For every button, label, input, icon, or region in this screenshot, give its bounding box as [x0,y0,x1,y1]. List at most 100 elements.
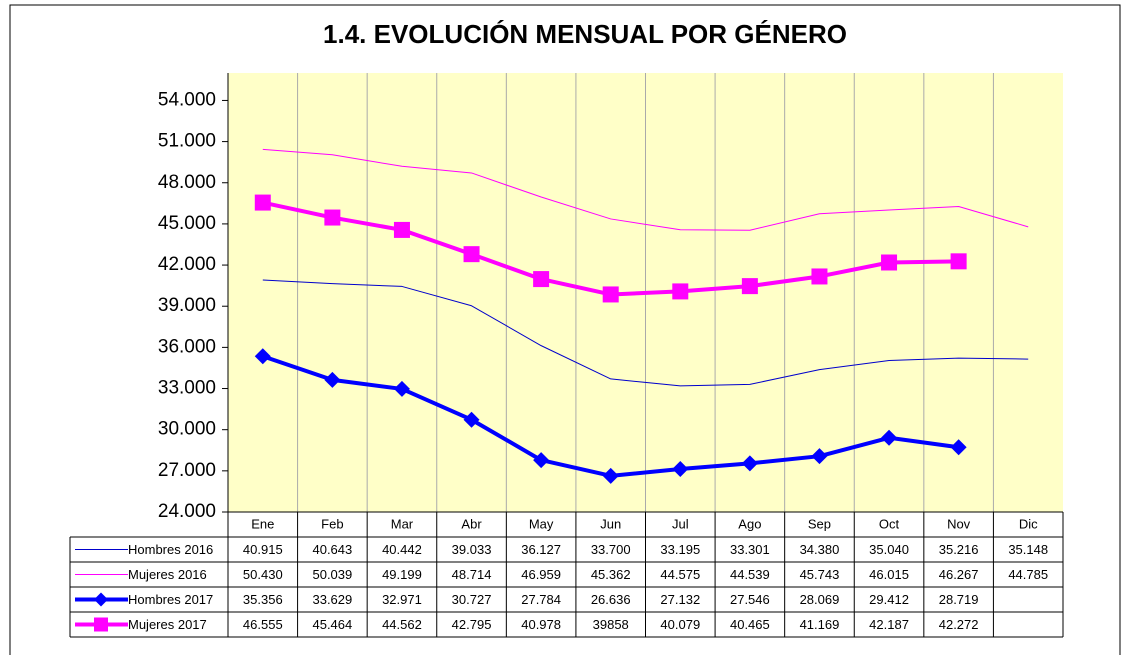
table-value: 50.039 [312,567,352,582]
marker [741,455,758,472]
table-value: 35.356 [243,592,283,607]
y-tick-label: 27.000 [158,460,216,481]
marker [602,286,619,303]
y-tick-label: 33.000 [158,378,216,399]
marker [463,246,480,263]
table-value: 27.546 [730,592,770,607]
x-tick-label: Nov [947,516,971,531]
marker [463,411,480,428]
table-value: 45.464 [312,617,352,632]
y-tick-label: 42.000 [158,254,216,275]
x-tick-label: Abr [461,516,482,531]
table-value: 40.442 [382,542,422,557]
y-tick-label: 36.000 [158,336,216,357]
x-tick-label: Mar [391,516,414,531]
table-value: 42.272 [939,617,979,632]
table-value: 42.187 [869,617,909,632]
marker [393,380,410,397]
table-value: 35.148 [1008,542,1048,557]
series-line [262,148,1029,231]
marker [881,254,898,271]
table-value: 35.040 [869,542,909,557]
series-line [262,279,1029,387]
table-value: 40.465 [730,617,770,632]
table-value: 46.015 [869,567,909,582]
table-value: 45.362 [591,567,631,582]
table-value: 46.267 [939,567,979,582]
marker [811,268,828,285]
x-tick-label: Jun [600,516,621,531]
table-value: 44.562 [382,617,422,632]
chart-title: 1.4. EVOLUCIÓN MENSUAL POR GÉNERO [323,19,847,49]
table-value: 45.743 [800,567,840,582]
table-value: 39.033 [452,542,492,557]
legend-label: Mujeres 2017 [128,617,207,632]
table-value: 48.714 [452,567,492,582]
table-value: 33.301 [730,542,770,557]
marker [254,194,271,211]
table-value: 29.412 [869,592,909,607]
table-value: 40.978 [521,617,561,632]
legend-label: Hombres 2017 [128,592,213,607]
table-value: 33.195 [660,542,700,557]
x-tick-label: Feb [321,516,343,531]
table-value: 35.216 [939,542,979,557]
table-value: 40.079 [660,617,700,632]
marker [324,209,341,226]
marker [602,467,619,484]
marker [533,271,550,288]
table-value: 44.539 [730,567,770,582]
x-tick-label: Jul [672,516,689,531]
legend-label: Hombres 2016 [128,542,213,557]
table-value: 33.700 [591,542,631,557]
table-value: 50.430 [243,567,283,582]
x-tick-label: Dic [1019,516,1038,531]
table-value: 30.727 [452,592,492,607]
x-tick-label: Ago [738,516,761,531]
marker [533,452,550,469]
marker [393,221,410,238]
table-value: 27.132 [660,592,700,607]
marker [811,448,828,465]
y-tick-label: 48.000 [158,172,216,193]
table-value: 27.784 [521,592,561,607]
table-value: 33.629 [312,592,352,607]
table-value: 36.127 [521,542,561,557]
marker [950,253,967,270]
legend-label: Mujeres 2016 [128,567,207,582]
x-tick-label: Oct [879,516,900,531]
y-tick-label: 51.000 [158,131,216,152]
marker [672,283,689,300]
table-value: 41.169 [800,617,840,632]
table-value: 39858 [593,617,629,632]
x-tick-label: Sep [808,516,831,531]
y-tick-label: 45.000 [158,213,216,234]
marker [324,371,341,388]
table-value: 26.636 [591,592,631,607]
y-tick-label: 24.000 [158,501,216,522]
y-tick-label: 54.000 [158,89,216,110]
table-value: 49.199 [382,567,422,582]
table-value: 28.719 [939,592,979,607]
x-tick-label: Ene [251,516,274,531]
marker [741,278,758,295]
table-value: 28.069 [800,592,840,607]
table-value: 34.380 [800,542,840,557]
marker [254,348,271,365]
legend-marker [94,592,108,607]
table-value: 44.575 [660,567,700,582]
table-value: 46.555 [243,617,283,632]
table-value: 44.785 [1008,567,1048,582]
legend-marker [94,617,108,632]
x-tick-label: May [529,516,554,531]
table-value: 40.915 [243,542,283,557]
marker [672,461,689,478]
marker [881,429,898,446]
table-value: 40.643 [312,542,352,557]
table-value: 46.959 [521,567,561,582]
marker [950,439,967,456]
table-value: 42.795 [452,617,492,632]
y-tick-label: 39.000 [158,295,216,316]
